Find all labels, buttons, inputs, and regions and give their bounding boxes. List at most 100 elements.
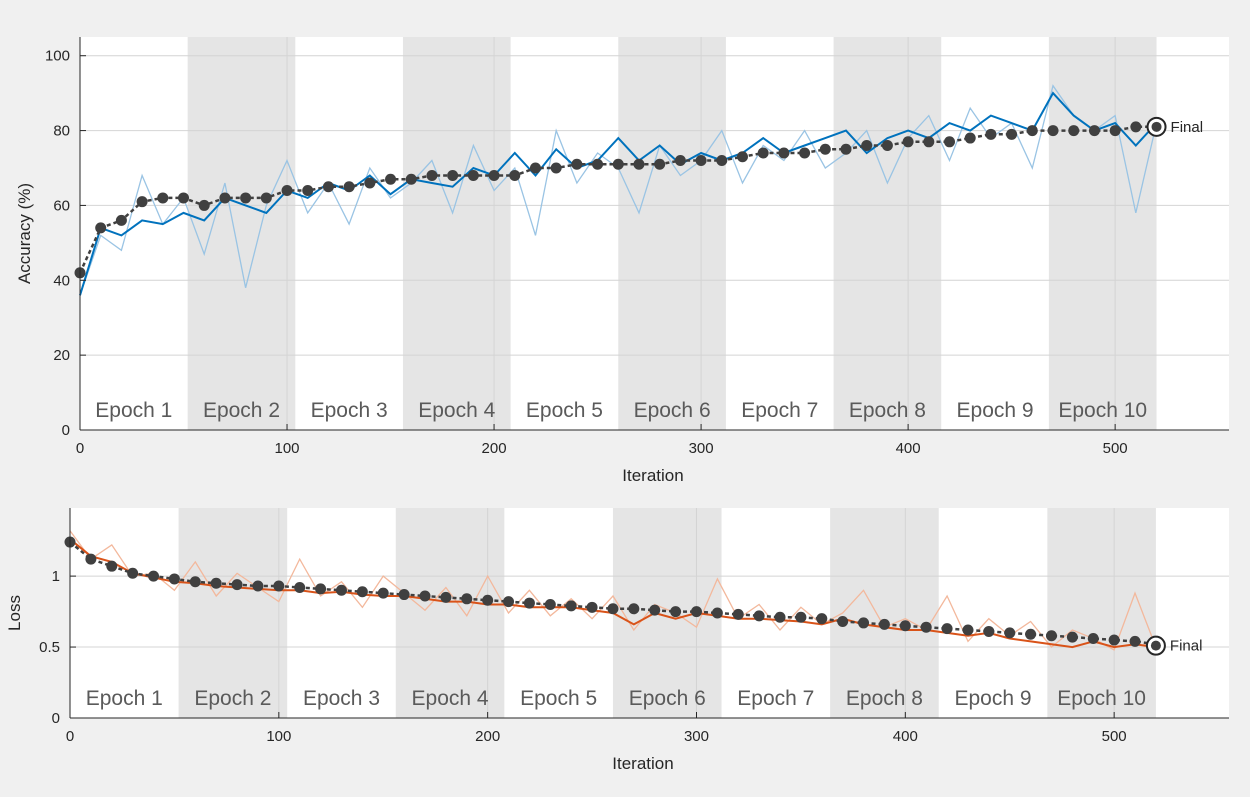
- loss-epoch-label-5: Epoch 5: [520, 687, 597, 710]
- accuracy-validation-point-25: [592, 158, 604, 170]
- loss-validation-point-50: [1108, 634, 1120, 646]
- accuracy-validation-point-44: [985, 128, 997, 140]
- accuracy-validation-point-20: [488, 169, 500, 181]
- loss-validation-point-51: [1129, 635, 1141, 647]
- loss-validation-point-12: [315, 583, 327, 595]
- loss-epoch-label-8: Epoch 8: [846, 687, 923, 710]
- accuracy-xtick-label-4: 400: [896, 440, 921, 457]
- accuracy-final-marker-dot: [1151, 121, 1162, 132]
- accuracy-epoch-band-10: [1048, 37, 1157, 430]
- accuracy-validation-point-29: [674, 155, 686, 167]
- loss-validation-point-32: [732, 608, 744, 620]
- accuracy-xtick-label-3: 300: [689, 440, 714, 457]
- accuracy-validation-point-5: [178, 192, 190, 204]
- accuracy-validation-point-2: [115, 214, 127, 226]
- accuracy-validation-point-30: [695, 155, 707, 167]
- accuracy-validation-point-16: [405, 173, 417, 185]
- loss-validation-point-40: [899, 620, 911, 632]
- accuracy-validation-point-37: [840, 143, 852, 155]
- loss-validation-point-44: [983, 625, 995, 637]
- loss-validation-point-43: [962, 624, 974, 636]
- loss-validation-point-33: [753, 610, 765, 622]
- loss-validation-point-25: [586, 601, 598, 613]
- accuracy-validation-point-32: [736, 151, 748, 163]
- loss-epoch-label-9: Epoch 9: [954, 687, 1031, 710]
- accuracy-validation-point-4: [157, 192, 169, 204]
- loss-validation-point-10: [273, 580, 285, 592]
- loss-validation-point-24: [565, 600, 577, 612]
- loss-final-label: Final: [1170, 638, 1203, 655]
- loss-series-validation-line: [69, 541, 1157, 646]
- accuracy-epoch-label-4: Epoch 4: [418, 399, 495, 422]
- loss-validation-point-30: [690, 606, 702, 618]
- loss-validation-point-26: [607, 603, 619, 615]
- accuracy-validation-point-51: [1130, 121, 1142, 133]
- loss-validation-point-11: [294, 581, 306, 593]
- loss-validation-point-21: [503, 596, 515, 608]
- accuracy-validation-point-9: [260, 192, 272, 204]
- loss-epoch-band-10: [1047, 508, 1156, 718]
- accuracy-validation-point-42: [944, 136, 956, 148]
- loss-xtick-label-4: 400: [893, 728, 918, 745]
- accuracy-validation-point-39: [881, 140, 893, 152]
- accuracy-epoch-label-9: Epoch 9: [957, 399, 1034, 422]
- loss-validation-point-38: [858, 617, 870, 629]
- accuracy-epoch-band-4: [402, 37, 511, 430]
- accuracy-xlabel: Iteration: [622, 466, 683, 485]
- accuracy-epoch-label-10: Epoch 10: [1058, 399, 1147, 422]
- loss-validation-point-2: [106, 560, 118, 572]
- accuracy-ylabel: Accuracy (%): [15, 183, 34, 284]
- accuracy-validation-point-35: [799, 147, 811, 159]
- loss-validation-point-45: [1004, 627, 1016, 639]
- accuracy-validation-point-17: [426, 169, 438, 181]
- loss-validation-point-47: [1045, 630, 1057, 642]
- loss-validation-point-6: [189, 576, 201, 588]
- accuracy-xtick-label-5: 500: [1103, 440, 1128, 457]
- loss-epoch-label-6: Epoch 6: [629, 687, 706, 710]
- accuracy-validation-point-31: [716, 155, 728, 167]
- loss-epoch-label-1: Epoch 1: [86, 687, 163, 710]
- loss-epoch-label-4: Epoch 4: [412, 687, 489, 710]
- loss-validation-point-7: [210, 577, 222, 589]
- loss-xtick-label-5: 500: [1102, 728, 1127, 745]
- accuracy-epoch-label-8: Epoch 8: [849, 399, 926, 422]
- accuracy-panel: Epoch 1 Epoch 2 Epoch 3 Epoch 4 Epoch 5 Epoch…: [15, 37, 1229, 485]
- accuracy-series-smoothed: [79, 91, 1158, 296]
- loss-epoch-label-10: Epoch 10: [1057, 687, 1146, 710]
- accuracy-validation-point-24: [571, 158, 583, 170]
- accuracy-validation-point-40: [902, 136, 914, 148]
- accuracy-validation-point-18: [447, 169, 459, 181]
- loss-epoch-label-3: Epoch 3: [303, 687, 380, 710]
- loss-validation-point-9: [252, 580, 264, 592]
- loss-ytick-label-0: 0: [52, 710, 60, 727]
- accuracy-validation-point-27: [633, 158, 645, 170]
- loss-epoch-label-7: Epoch 7: [737, 687, 814, 710]
- loss-validation-point-14: [356, 586, 368, 598]
- accuracy-validation-point-21: [509, 169, 521, 181]
- accuracy-validation-point-22: [529, 162, 541, 174]
- loss-validation-point-35: [795, 611, 807, 623]
- loss-validation-point-3: [127, 567, 139, 579]
- accuracy-ytick-label-2: 40: [53, 272, 70, 289]
- accuracy-validation-point-8: [240, 192, 252, 204]
- accuracy-epoch-label-6: Epoch 6: [634, 399, 711, 422]
- accuracy-validation-point-33: [757, 147, 769, 159]
- accuracy-ytick-label-0: 0: [62, 422, 70, 439]
- accuracy-validation-point-3: [136, 196, 148, 208]
- loss-validation-point-49: [1087, 633, 1099, 645]
- accuracy-validation-point-46: [1026, 125, 1038, 137]
- accuracy-ytick-label-3: 60: [53, 197, 70, 214]
- loss-xtick-label-1: 100: [266, 728, 291, 745]
- loss-validation-point-37: [837, 616, 849, 628]
- accuracy-validation-point-7: [219, 192, 231, 204]
- accuracy-epoch-band-2: [187, 37, 296, 430]
- loss-validation-point-1: [85, 553, 97, 565]
- loss-validation-point-34: [774, 611, 786, 623]
- accuracy-validation-point-48: [1068, 125, 1080, 137]
- accuracy-validation-point-26: [612, 158, 624, 170]
- accuracy-validation-point-1: [95, 222, 107, 234]
- accuracy-epoch-band-6: [618, 37, 726, 430]
- loss-validation-point-36: [816, 613, 828, 625]
- accuracy-final-label: Final: [1171, 119, 1204, 136]
